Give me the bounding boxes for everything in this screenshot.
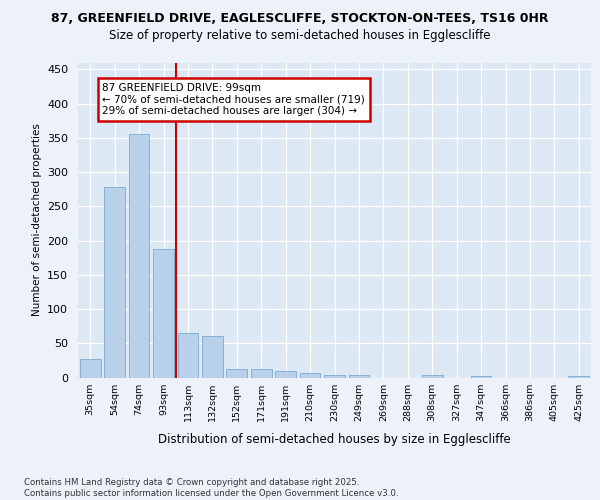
Bar xyxy=(422,375,443,378)
Text: Contains HM Land Registry data © Crown copyright and database right 2025.
Contai: Contains HM Land Registry data © Crown c… xyxy=(24,478,398,498)
Y-axis label: Number of semi-detached properties: Number of semi-detached properties xyxy=(32,124,41,316)
Text: 87, GREENFIELD DRIVE, EAGLESCLIFFE, STOCKTON-ON-TEES, TS16 0HR: 87, GREENFIELD DRIVE, EAGLESCLIFFE, STOC… xyxy=(51,12,549,24)
Text: Distribution of semi-detached houses by size in Egglescliffe: Distribution of semi-detached houses by … xyxy=(158,432,511,446)
Bar xyxy=(324,375,345,378)
Bar xyxy=(128,134,149,378)
Bar xyxy=(349,375,370,378)
Text: Size of property relative to semi-detached houses in Egglescliffe: Size of property relative to semi-detach… xyxy=(109,29,491,42)
Bar xyxy=(202,336,223,378)
Bar xyxy=(178,333,199,378)
Bar xyxy=(470,376,491,378)
Bar xyxy=(299,374,320,378)
Text: 87 GREENFIELD DRIVE: 99sqm
← 70% of semi-detached houses are smaller (719)
29% o: 87 GREENFIELD DRIVE: 99sqm ← 70% of semi… xyxy=(103,83,365,116)
Bar xyxy=(104,187,125,378)
Bar xyxy=(226,370,247,378)
Bar xyxy=(568,376,589,378)
Bar xyxy=(153,249,174,378)
Bar xyxy=(251,370,272,378)
Bar xyxy=(275,370,296,378)
Bar xyxy=(80,359,101,378)
